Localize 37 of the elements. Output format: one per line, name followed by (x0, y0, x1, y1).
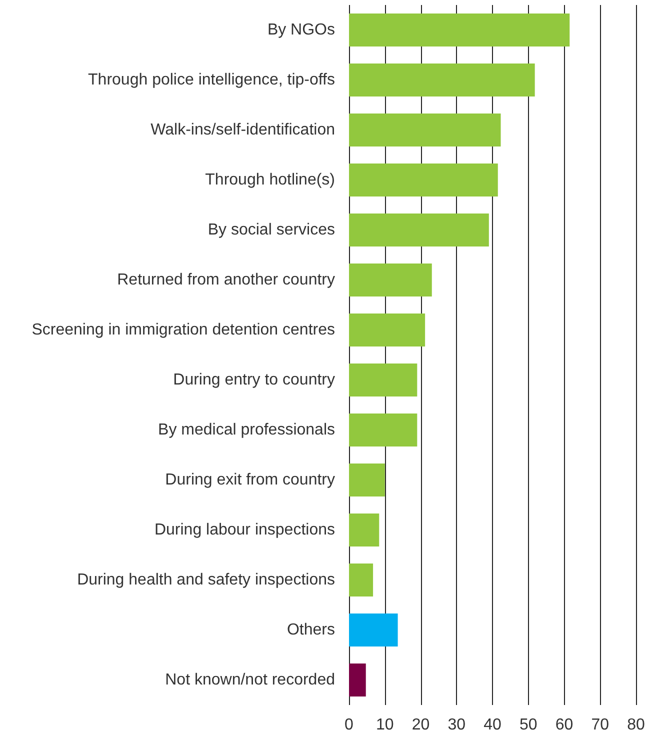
x-tick-label: 40 (484, 716, 502, 734)
bar (349, 514, 380, 546)
y-tick-label: Others (286, 622, 335, 638)
bar (349, 614, 398, 646)
y-tick-label: Through police intelligence, tip-offs (88, 72, 335, 88)
x-tick-label: 10 (376, 716, 394, 734)
y-tick-label: During health and safety inspections (77, 572, 335, 588)
y-tick-label: Screening in immigration detention centres (32, 322, 335, 338)
y-tick-label: Through hotline(s) (205, 172, 335, 188)
x-tick-label: 60 (555, 716, 574, 734)
y-tick-label: During labour inspections (154, 522, 335, 538)
y-tick-label: By NGOs (267, 22, 335, 38)
x-tick-label: 80 (627, 716, 645, 734)
bar (349, 214, 489, 246)
y-tick-label: During exit from country (165, 472, 335, 488)
bar (349, 364, 418, 396)
x-tick-label: 50 (519, 716, 538, 734)
y-tick-label: By medical professionals (158, 422, 335, 438)
y-tick-label: During entry to country (173, 372, 335, 388)
bar (349, 114, 501, 146)
y-tick-label: Walk-ins/self-identification (150, 122, 335, 138)
x-tick-label: 20 (412, 716, 430, 734)
bar (349, 314, 426, 346)
bar (349, 564, 374, 596)
bar (349, 664, 366, 696)
bar (349, 414, 418, 446)
bar (349, 264, 432, 296)
x-tick-label: 0 (344, 716, 354, 734)
y-tick-label: By social services (208, 222, 335, 238)
bar (349, 164, 498, 196)
y-tick-label: Not known/not recorded (165, 672, 335, 688)
bar (349, 464, 385, 496)
x-tick-label: 70 (591, 716, 610, 734)
x-tick-label: 30 (448, 716, 466, 734)
bar (349, 14, 570, 46)
y-tick-label: Returned from another country (117, 272, 335, 288)
bar (349, 64, 535, 96)
